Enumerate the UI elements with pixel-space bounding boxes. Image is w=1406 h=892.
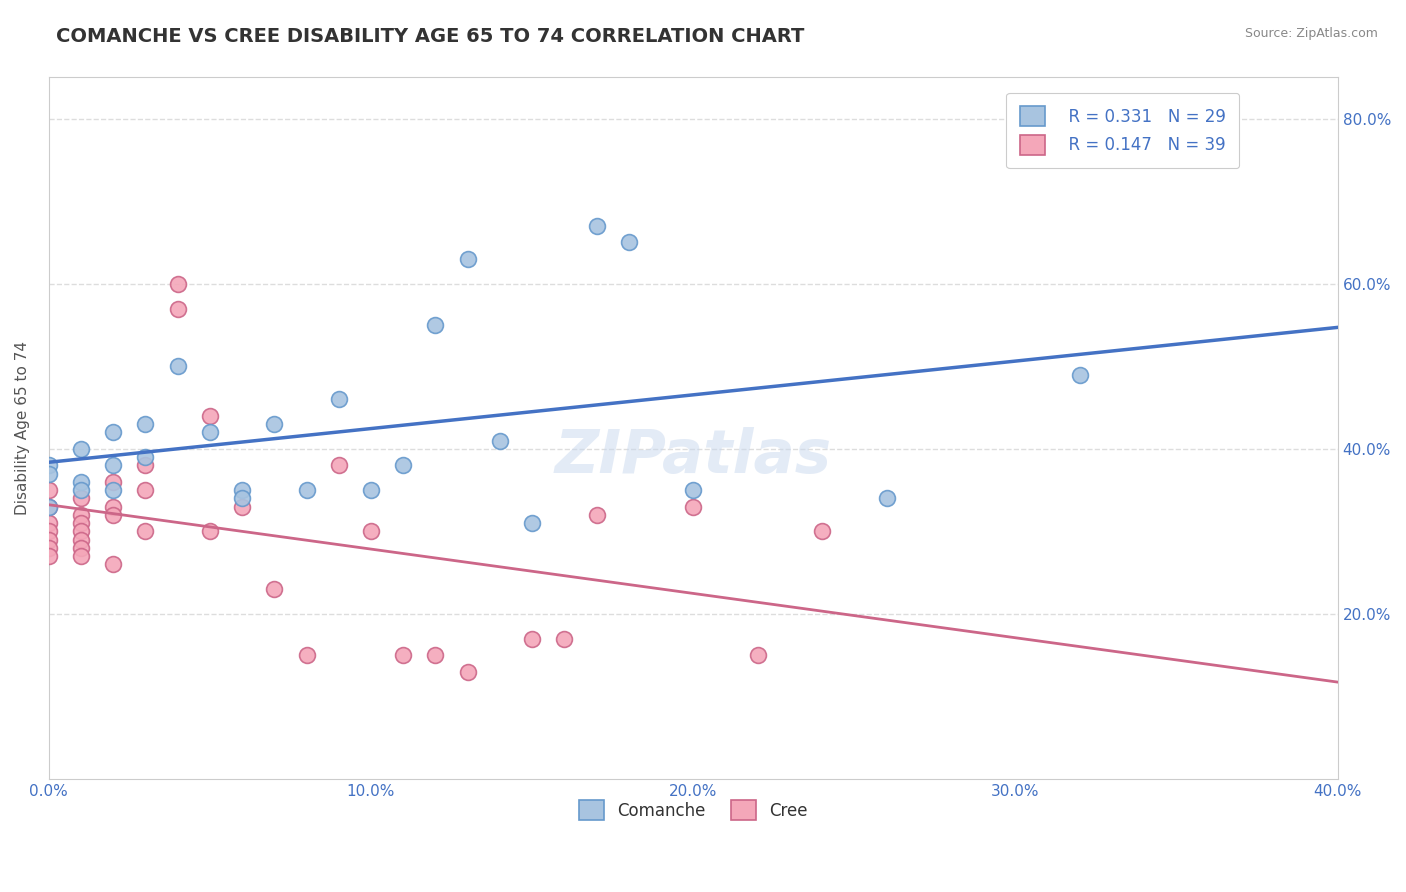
Point [134, 524, 156, 539]
Point [425, 648, 447, 662]
Point [134, 458, 156, 473]
Point [295, 648, 318, 662]
Point [585, 219, 607, 233]
Point [70, 491, 93, 506]
Point [747, 648, 769, 662]
Y-axis label: Disability Age 65 to 74: Disability Age 65 to 74 [15, 341, 30, 516]
Point [263, 582, 285, 596]
Point [520, 516, 543, 530]
Point [38, 467, 60, 481]
Point [70, 541, 93, 555]
Point [38, 500, 60, 514]
Point [38, 500, 60, 514]
Point [811, 524, 834, 539]
Point [38, 516, 60, 530]
Point [134, 417, 156, 431]
Point [166, 301, 188, 316]
Point [553, 632, 575, 646]
Point [425, 318, 447, 332]
Point [231, 500, 253, 514]
Point [103, 508, 125, 522]
Point [457, 252, 479, 266]
Text: Source: ZipAtlas.com: Source: ZipAtlas.com [1244, 27, 1378, 40]
Point [70, 483, 93, 497]
Point [876, 491, 898, 506]
Point [166, 359, 188, 374]
Point [520, 632, 543, 646]
Point [457, 665, 479, 679]
Point [38, 483, 60, 497]
Text: COMANCHE VS CREE DISABILITY AGE 65 TO 74 CORRELATION CHART: COMANCHE VS CREE DISABILITY AGE 65 TO 74… [56, 27, 804, 45]
Point [198, 524, 221, 539]
Point [134, 450, 156, 464]
Point [38, 549, 60, 563]
Point [38, 524, 60, 539]
Point [392, 648, 415, 662]
Point [103, 458, 125, 473]
Point [70, 549, 93, 563]
Point [198, 425, 221, 440]
Point [360, 483, 382, 497]
Legend: Comanche, Cree: Comanche, Cree [565, 787, 821, 834]
Point [489, 434, 512, 448]
Point [38, 533, 60, 547]
Point [103, 500, 125, 514]
Point [70, 508, 93, 522]
Point [263, 417, 285, 431]
Point [360, 524, 382, 539]
Point [392, 458, 415, 473]
Point [328, 458, 350, 473]
Point [70, 516, 93, 530]
Point [70, 524, 93, 539]
Point [103, 425, 125, 440]
Point [682, 483, 704, 497]
Point [166, 277, 188, 291]
Point [103, 558, 125, 572]
Point [38, 541, 60, 555]
Point [585, 508, 607, 522]
Point [231, 491, 253, 506]
Point [38, 458, 60, 473]
Point [70, 442, 93, 456]
Point [295, 483, 318, 497]
Point [682, 500, 704, 514]
Point [198, 409, 221, 423]
Point [617, 235, 640, 250]
Point [103, 475, 125, 489]
Point [328, 392, 350, 407]
Point [103, 483, 125, 497]
Point [70, 475, 93, 489]
Text: ZIPatlas: ZIPatlas [554, 426, 832, 486]
Point [1069, 368, 1091, 382]
Point [134, 483, 156, 497]
Point [231, 483, 253, 497]
Point [70, 533, 93, 547]
